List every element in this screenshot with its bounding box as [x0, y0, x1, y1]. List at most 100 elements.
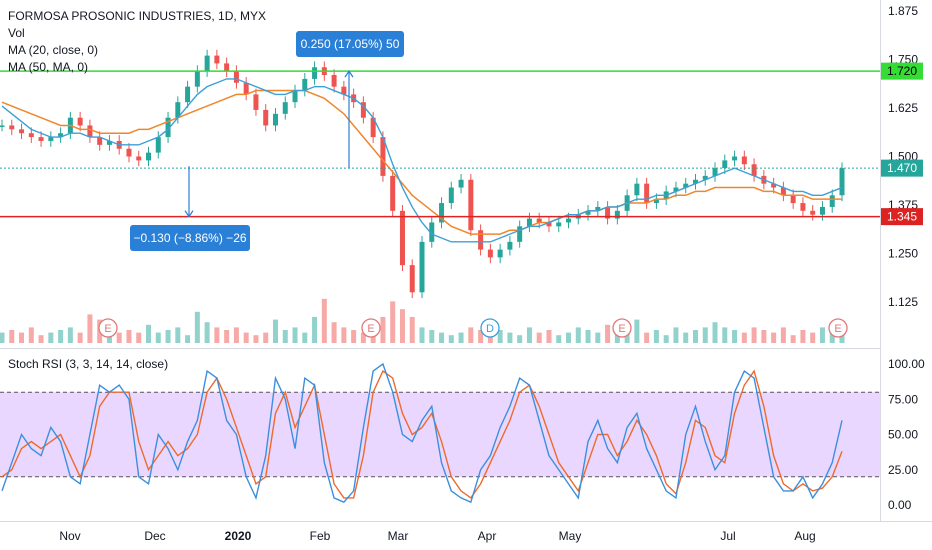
- candle-body[interactable]: [399, 210, 405, 266]
- candle-body[interactable]: [614, 210, 620, 219]
- candle-body[interactable]: [751, 164, 757, 176]
- candle-body[interactable]: [155, 137, 161, 153]
- candle-body[interactable]: [644, 183, 650, 204]
- volume-bar: [19, 332, 25, 343]
- price-tick-label: 1.875: [888, 4, 918, 18]
- candle-body[interactable]: [370, 117, 376, 138]
- candle-body[interactable]: [58, 133, 64, 138]
- candle-body[interactable]: [263, 109, 269, 126]
- candle-body[interactable]: [253, 94, 259, 110]
- candle-body[interactable]: [302, 78, 308, 91]
- candle-body[interactable]: [146, 152, 152, 161]
- candle-body[interactable]: [810, 210, 816, 215]
- candle-body[interactable]: [800, 203, 806, 211]
- candle-body[interactable]: [331, 75, 337, 87]
- candle-body[interactable]: [536, 218, 542, 223]
- candle-body[interactable]: [605, 206, 611, 219]
- candle-body[interactable]: [429, 222, 435, 242]
- candle-body[interactable]: [312, 67, 318, 79]
- measure-down[interactable]: −0.130 (−8.86%) −26: [130, 166, 250, 251]
- candle-body[interactable]: [439, 203, 445, 223]
- candle-body[interactable]: [243, 82, 249, 95]
- candle-body[interactable]: [77, 117, 83, 126]
- candle-body[interactable]: [546, 222, 552, 227]
- candle-body[interactable]: [448, 187, 454, 204]
- candle-body[interactable]: [634, 183, 640, 196]
- candle-body[interactable]: [566, 218, 572, 223]
- candle-body[interactable]: [771, 183, 777, 188]
- candle-body[interactable]: [507, 241, 513, 250]
- candle-body[interactable]: [390, 175, 396, 211]
- ma50-legend[interactable]: MA (50, MA, 0): [8, 60, 88, 74]
- candle-body[interactable]: [732, 156, 738, 161]
- volume-bar: [185, 335, 191, 343]
- measure-up[interactable]: 0.250 (17.05%) 50: [296, 31, 404, 169]
- candle-body[interactable]: [360, 102, 366, 118]
- candle-body[interactable]: [556, 222, 562, 227]
- candle-body[interactable]: [712, 168, 718, 176]
- candle-body[interactable]: [380, 137, 386, 176]
- candle-body[interactable]: [497, 249, 503, 258]
- candle-body[interactable]: [185, 86, 191, 103]
- candle-body[interactable]: [0, 125, 5, 127]
- candle-body[interactable]: [126, 148, 132, 157]
- event-marker[interactable]: E: [612, 318, 632, 338]
- candle-body[interactable]: [478, 230, 484, 250]
- candle-body[interactable]: [819, 206, 825, 215]
- candle-body[interactable]: [517, 226, 523, 242]
- candle-body[interactable]: [526, 218, 532, 227]
- event-marker[interactable]: D: [480, 318, 500, 338]
- stoch-tick-label: 100.00: [888, 357, 925, 371]
- candle-body[interactable]: [741, 156, 747, 165]
- candle-body[interactable]: [97, 137, 103, 145]
- candle-body[interactable]: [272, 113, 278, 126]
- candle-body[interactable]: [487, 249, 493, 258]
- candle-body[interactable]: [673, 187, 679, 192]
- candle-body[interactable]: [702, 175, 708, 180]
- candle-body[interactable]: [458, 179, 464, 188]
- candle-body[interactable]: [468, 179, 474, 231]
- candle-body[interactable]: [87, 125, 93, 138]
- event-marker[interactable]: E: [98, 318, 118, 338]
- candle-body[interactable]: [224, 63, 230, 72]
- ma20-legend[interactable]: MA (20, close, 0): [8, 43, 98, 57]
- candle-body[interactable]: [585, 210, 591, 215]
- main-pane[interactable]: [0, 0, 880, 348]
- candle-body[interactable]: [692, 179, 698, 184]
- candle-body[interactable]: [233, 71, 239, 83]
- candle-body[interactable]: [175, 102, 181, 118]
- candle-body[interactable]: [790, 195, 796, 204]
- stoch-legend[interactable]: Stoch RSI (3, 3, 14, 14, close): [8, 357, 168, 371]
- candle-body[interactable]: [19, 129, 25, 134]
- candle-body[interactable]: [9, 125, 15, 130]
- candle-body[interactable]: [409, 265, 415, 293]
- candle-body[interactable]: [282, 102, 288, 114]
- candle-body[interactable]: [165, 117, 171, 138]
- candle-body[interactable]: [595, 206, 601, 211]
- candle-body[interactable]: [341, 86, 347, 95]
- time-axis[interactable]: Nov Dec 2020 Feb Mar Apr May Jul Aug: [59, 529, 815, 543]
- candle-body[interactable]: [194, 71, 200, 87]
- stoch-axis[interactable]: 100.00 75.00 50.00 25.00 0.00: [888, 357, 925, 512]
- candle-body[interactable]: [204, 55, 210, 72]
- candle-body[interactable]: [38, 137, 44, 141]
- candle-body[interactable]: [839, 168, 845, 196]
- event-marker[interactable]: E: [361, 318, 381, 338]
- candle-body[interactable]: [28, 133, 34, 138]
- candle-body[interactable]: [683, 183, 689, 188]
- candle-body[interactable]: [780, 187, 786, 196]
- volume-bar: [321, 298, 327, 343]
- candle-body[interactable]: [48, 137, 54, 141]
- candle-body[interactable]: [829, 195, 835, 207]
- candle-body[interactable]: [419, 241, 425, 293]
- vol-legend[interactable]: Vol: [8, 26, 25, 40]
- candle-body[interactable]: [292, 90, 298, 103]
- candle-body[interactable]: [653, 199, 659, 204]
- candle-body[interactable]: [214, 55, 220, 64]
- volume-bar: [712, 322, 718, 343]
- candle-body[interactable]: [136, 156, 142, 161]
- event-marker[interactable]: E: [828, 318, 848, 338]
- candle-body[interactable]: [106, 140, 112, 145]
- candle-body[interactable]: [722, 160, 728, 169]
